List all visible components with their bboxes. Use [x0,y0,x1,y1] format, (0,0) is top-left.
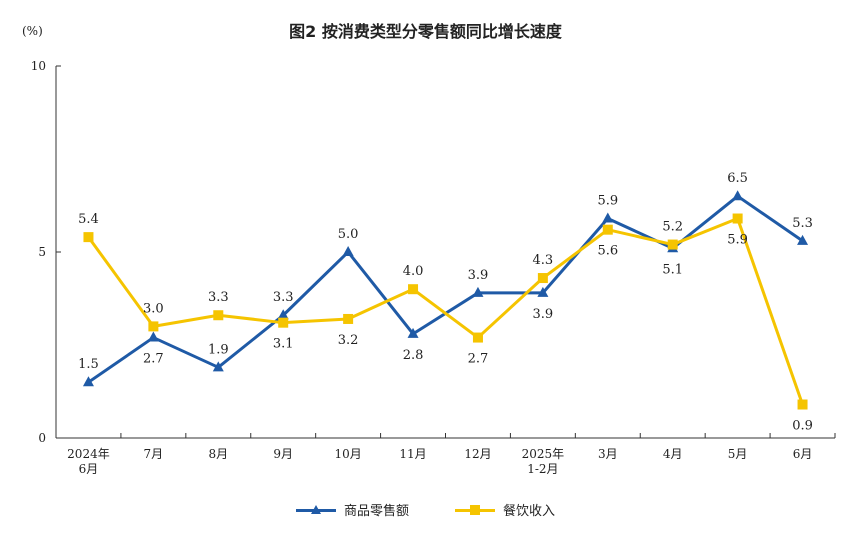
series-line-1 [87,217,804,406]
data-point-square [537,273,548,284]
data-point-triangle [342,246,354,256]
data-label: 5.9 [597,194,618,209]
data-point-square [602,224,613,235]
data-point-square [472,332,483,343]
data-point-triangle [277,309,289,320]
chart-legend: 商品零售额 餐饮收入 [0,500,851,519]
data-label: 5.6 [597,244,618,259]
y-tick-label: 10 [31,59,46,73]
data-point-triangle [407,327,419,338]
data-point-triangle [537,286,549,297]
x-tick-label: 7月 [144,447,164,461]
data-point-square [732,213,743,224]
data-label: 3.3 [208,290,229,305]
x-tick-label: 6月 [793,447,813,461]
data-point-square [408,284,419,295]
data-label: 5.0 [338,227,359,242]
x-tick-label: 8月 [208,447,228,461]
legend-item-goods: 商品零售额 [295,500,409,519]
data-label: 1.5 [78,357,99,372]
data-label: 3.1 [273,337,294,352]
data-point-triangle [472,286,484,297]
chart-title: 图2 按消费类型分零售额同比增长速度 [289,22,562,41]
data-label: 2.7 [143,352,164,367]
data-point-square [213,310,224,321]
series-line-0 [87,194,804,384]
data-point-triangle [147,331,159,342]
data-point-square [148,321,159,332]
data-label: 2.8 [403,348,424,363]
x-tick-label: 12月 [464,447,491,461]
x-tick-label: 11月 [399,447,426,461]
x-tick-label: 5月 [728,447,748,461]
y-axis-unit-label: (%) [22,24,43,38]
data-point-triangle [797,234,809,245]
data-point-square [343,313,354,324]
legend-label-catering: 餐饮收入 [503,504,556,519]
y-tick-label: 0 [38,431,46,445]
data-label: 3.0 [143,301,164,316]
data-label: 3.3 [273,290,294,305]
data-point-triangle [82,376,94,387]
data-label: 5.4 [78,212,99,227]
data-label: 5.3 [792,216,813,231]
data-label: 1.9 [208,342,229,357]
data-label: 6.5 [727,171,748,186]
triangle-marker-icon [295,504,336,515]
x-tick-label: 2024年 6月 [67,447,110,476]
data-point-square [83,232,94,243]
legend-item-catering: 餐饮收入 [455,500,555,519]
y-tick-label: 5 [38,245,46,259]
data-label: 3.2 [338,333,359,348]
data-label: 4.3 [533,253,554,268]
data-label: 2.7 [468,352,489,367]
data-label: 0.9 [792,419,813,434]
data-label: 4.0 [403,264,424,279]
data-point-triangle [602,212,614,223]
data-point-square [278,317,289,328]
square-marker-icon [455,504,495,515]
x-tick-label: 3月 [598,447,618,461]
data-label: 5.1 [662,262,683,277]
x-tick-label: 9月 [273,447,293,461]
x-tick-label: 2025年 1-2月 [522,447,565,476]
data-label: 5.9 [727,233,748,248]
data-point-triangle [732,190,744,201]
data-label: 3.9 [468,268,489,283]
x-tick-label: 10月 [334,447,361,461]
data-label: 3.9 [533,307,554,322]
data-point-square [667,239,678,250]
data-point-triangle [212,361,224,372]
legend-label-goods: 商品零售额 [343,504,409,519]
x-tick-label: 4月 [663,447,683,461]
data-label: 5.2 [662,220,683,235]
data-point-square [797,399,808,410]
